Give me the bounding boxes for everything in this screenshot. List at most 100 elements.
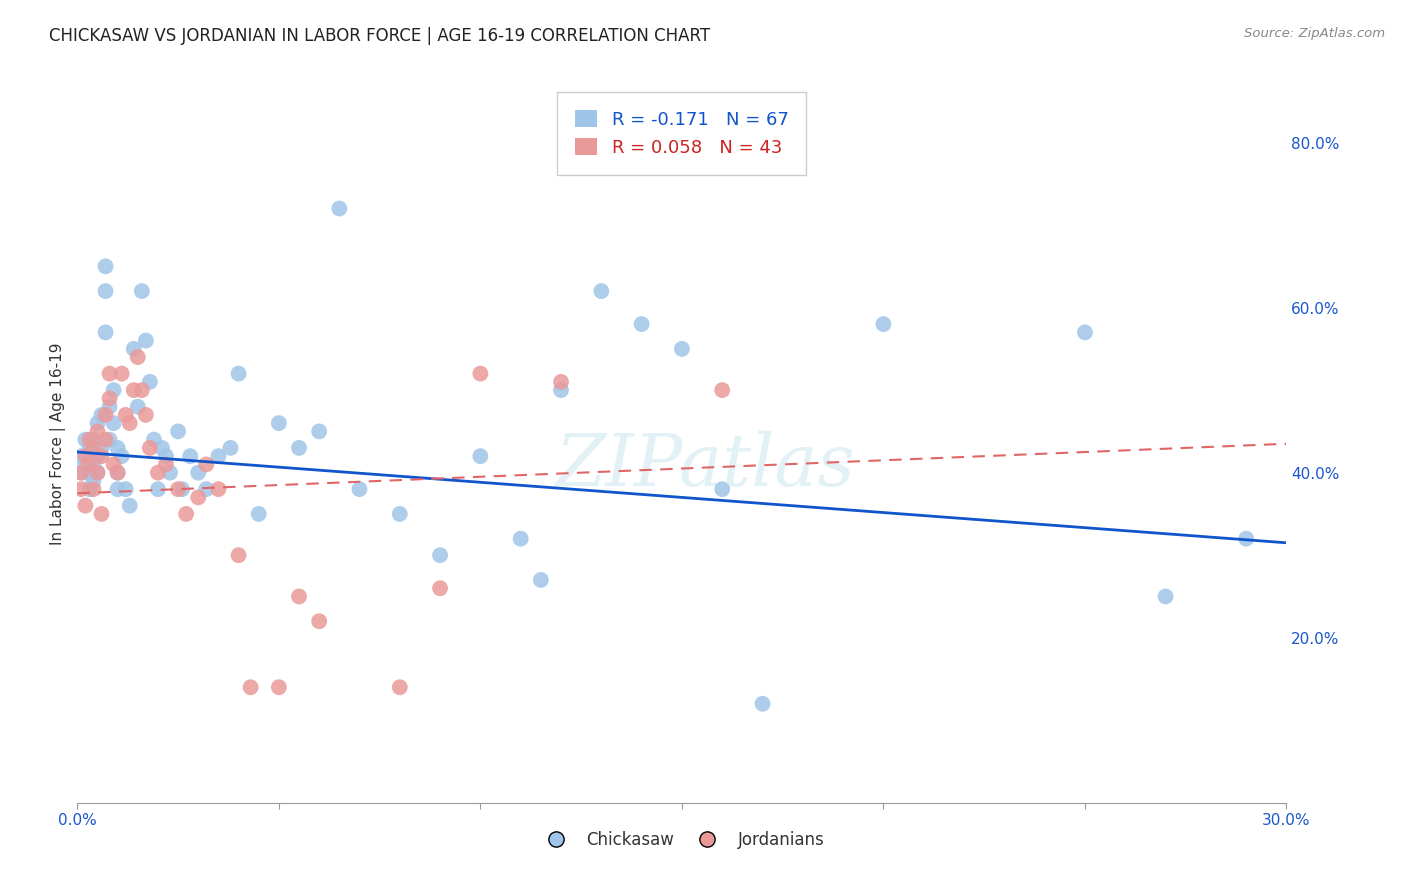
Point — [711, 482, 734, 496]
Point — [509, 532, 531, 546]
Point — [103, 416, 125, 430]
Point — [142, 433, 165, 447]
Point — [139, 441, 162, 455]
Point — [429, 548, 451, 562]
Point — [872, 317, 894, 331]
Point — [131, 383, 153, 397]
Point — [111, 449, 134, 463]
Point — [107, 466, 129, 480]
Point — [75, 433, 97, 447]
Point — [530, 573, 553, 587]
Point — [118, 416, 141, 430]
Point — [98, 392, 121, 406]
Point — [146, 482, 169, 496]
Point — [122, 342, 145, 356]
Point — [1074, 326, 1097, 340]
Text: ZIPatlas: ZIPatlas — [557, 430, 856, 500]
Point — [671, 342, 693, 356]
Point — [267, 416, 290, 430]
Point — [75, 458, 97, 472]
Point — [70, 466, 93, 480]
Point — [79, 482, 101, 496]
Point — [107, 466, 129, 480]
Point — [98, 367, 121, 381]
Point — [86, 466, 108, 480]
Point — [711, 383, 734, 397]
Point — [550, 375, 572, 389]
Point — [172, 482, 194, 496]
Point — [82, 433, 104, 447]
Point — [82, 474, 104, 488]
Point — [159, 466, 181, 480]
Point — [150, 441, 173, 455]
Point — [94, 433, 117, 447]
Point — [195, 458, 218, 472]
Y-axis label: In Labor Force | Age 16-19: In Labor Force | Age 16-19 — [51, 343, 66, 545]
Point — [219, 441, 242, 455]
Point — [187, 466, 209, 480]
Point — [122, 383, 145, 397]
Text: Source: ZipAtlas.com: Source: ZipAtlas.com — [1244, 27, 1385, 40]
Point — [630, 317, 652, 331]
Point — [86, 466, 108, 480]
Point — [388, 507, 411, 521]
Point — [79, 441, 101, 455]
Point — [228, 367, 250, 381]
Point — [308, 614, 330, 628]
Point — [70, 466, 93, 480]
Point — [107, 482, 129, 496]
Point — [98, 400, 121, 414]
Point — [107, 441, 129, 455]
Point — [174, 507, 197, 521]
Point — [328, 202, 350, 216]
Point — [288, 590, 311, 604]
Text: CHICKASAW VS JORDANIAN IN LABOR FORCE | AGE 16-19 CORRELATION CHART: CHICKASAW VS JORDANIAN IN LABOR FORCE | … — [49, 27, 710, 45]
Point — [349, 482, 371, 496]
Point — [70, 449, 93, 463]
Point — [131, 284, 153, 298]
Point — [90, 441, 112, 455]
Point — [1234, 532, 1257, 546]
Point — [86, 425, 108, 439]
Point — [103, 458, 125, 472]
Legend: Chickasaw, Jordanians: Chickasaw, Jordanians — [533, 824, 831, 855]
Point — [103, 383, 125, 397]
Point — [94, 326, 117, 340]
Point — [247, 507, 270, 521]
Point — [75, 499, 97, 513]
Point — [751, 697, 773, 711]
Point — [135, 408, 157, 422]
Point — [146, 466, 169, 480]
Point — [239, 680, 262, 694]
Point — [267, 680, 290, 694]
Point — [75, 449, 97, 463]
Point — [195, 482, 218, 496]
Point — [228, 548, 250, 562]
Point — [90, 449, 112, 463]
Point — [90, 507, 112, 521]
Point — [470, 449, 492, 463]
Point — [139, 375, 162, 389]
Point — [94, 284, 117, 298]
Point — [114, 482, 136, 496]
Point — [167, 482, 190, 496]
Point — [135, 334, 157, 348]
Point — [550, 383, 572, 397]
Point — [429, 581, 451, 595]
Point — [79, 458, 101, 472]
Point — [388, 680, 411, 694]
Point — [155, 458, 177, 472]
Point — [155, 449, 177, 463]
Point — [591, 284, 613, 298]
Point — [98, 433, 121, 447]
Point — [82, 482, 104, 496]
Point — [470, 367, 492, 381]
Point — [114, 408, 136, 422]
Point — [90, 408, 112, 422]
Point — [127, 400, 149, 414]
Point — [94, 408, 117, 422]
Point — [94, 260, 117, 274]
Point — [86, 416, 108, 430]
Point — [82, 441, 104, 455]
Point — [127, 350, 149, 364]
